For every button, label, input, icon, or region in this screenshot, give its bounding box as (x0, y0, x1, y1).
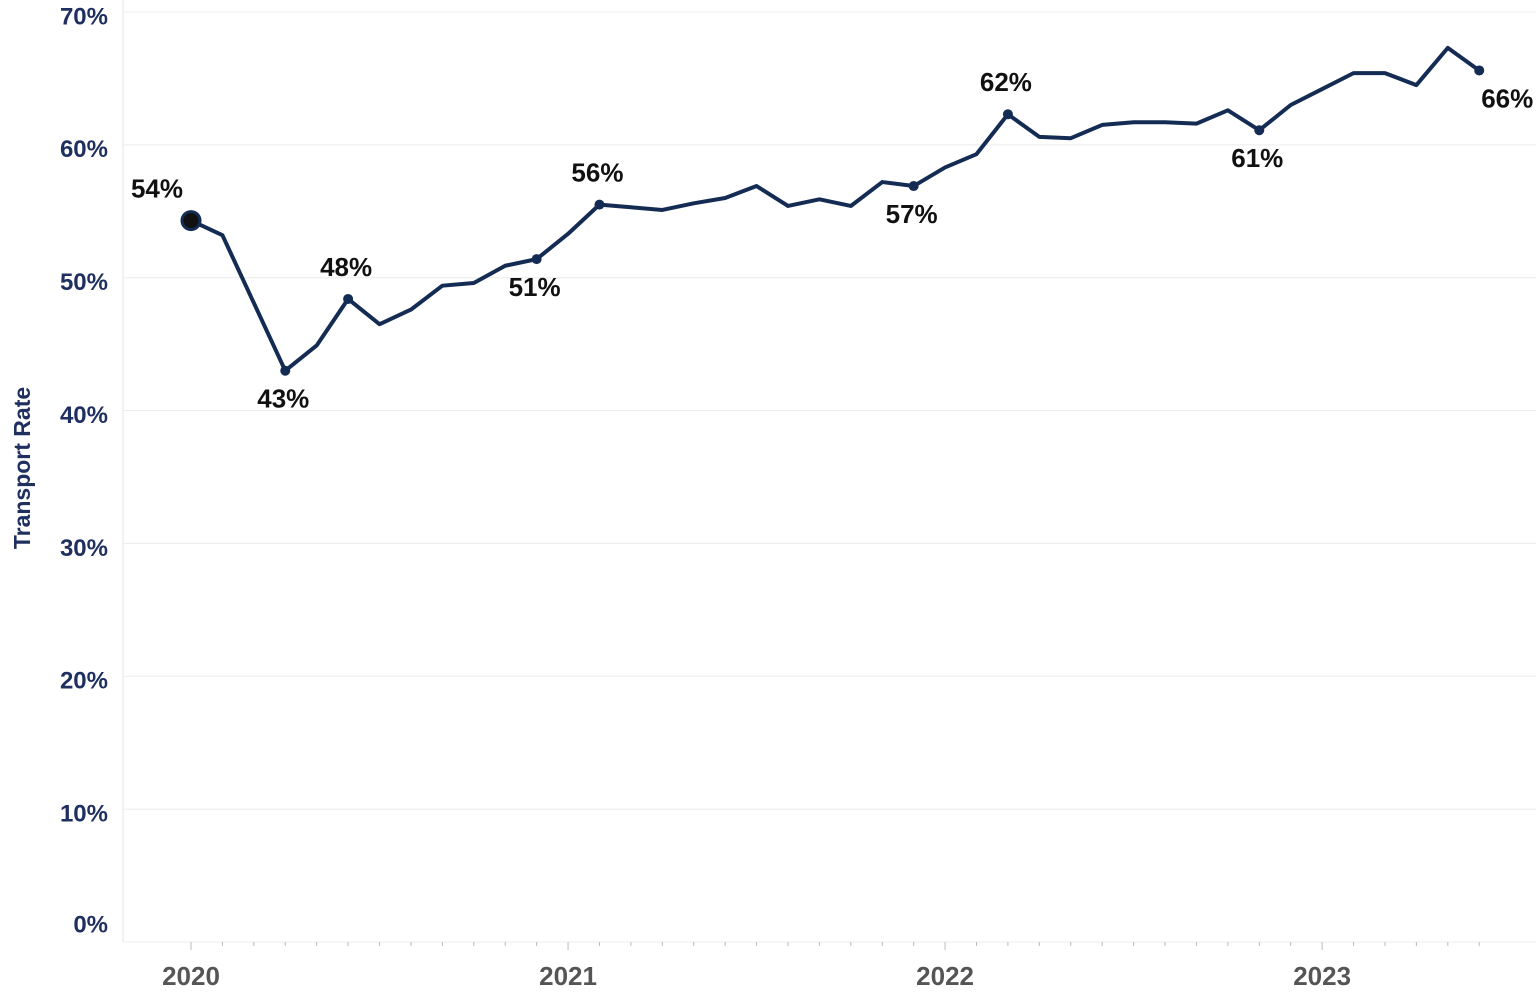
x-tick-label: 2020 (162, 961, 220, 991)
point-marker (531, 254, 542, 265)
data-label: 57% (886, 199, 938, 229)
point-marker (594, 199, 605, 210)
data-label: 61% (1231, 143, 1283, 173)
series-line (190, 45, 1481, 373)
x-tick-label: 2023 (1293, 961, 1351, 991)
data-label: 54% (131, 173, 183, 203)
data-label: 43% (257, 384, 309, 414)
x-tick-label: 2021 (539, 961, 597, 991)
y-tick-label: 20% (60, 668, 108, 695)
y-tick-label: 60% (60, 136, 108, 163)
y-tick-label: 70% (60, 3, 108, 30)
point-marker (908, 181, 919, 192)
point-marker (1002, 109, 1013, 120)
data-label: 51% (509, 272, 561, 302)
point-marker (1474, 65, 1485, 76)
data-label: 62% (980, 67, 1032, 97)
data-label: 56% (571, 158, 623, 188)
data-label: 66% (1481, 83, 1533, 113)
y-tick-label: 0% (73, 911, 108, 938)
x-tick-label: 2022 (916, 961, 974, 991)
y-tick-label: 50% (60, 269, 108, 296)
y-tick-label: 40% (60, 402, 108, 429)
y-tick-label: 30% (60, 535, 108, 562)
point-marker (343, 293, 354, 304)
point-marker (180, 210, 202, 232)
data-label: 48% (320, 252, 372, 282)
y-tick-label: 10% (60, 800, 108, 827)
point-marker (280, 365, 291, 376)
y-axis-label: Transport Rate (9, 387, 35, 549)
point-marker (1254, 125, 1265, 136)
